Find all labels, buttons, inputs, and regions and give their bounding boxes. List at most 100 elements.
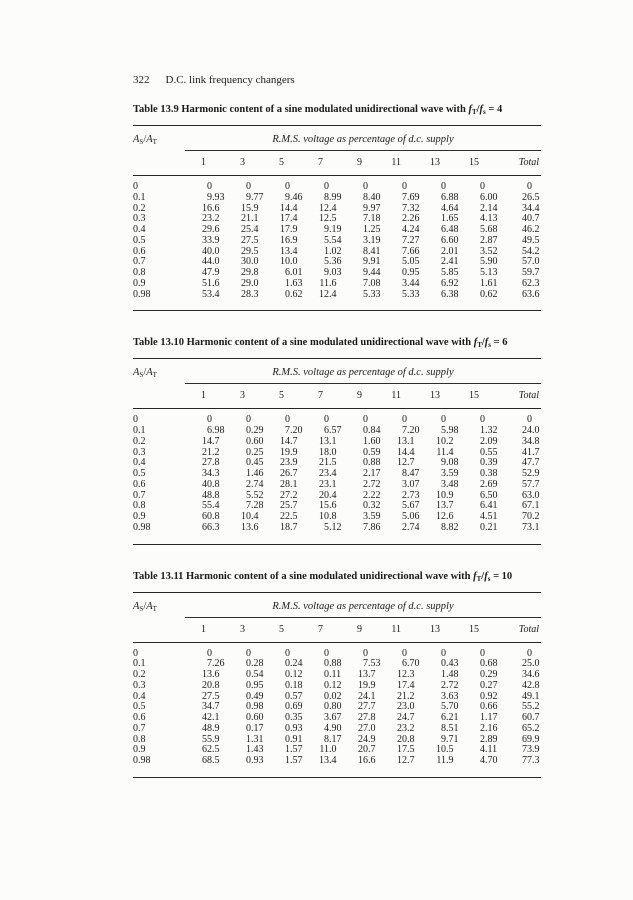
harmonic-value: 60.8 — [202, 511, 220, 522]
table-row: 0.1 7.26 0.28 0.24 0.88 7.53 6.70 0.43 0.68 25.0 — [133, 658, 541, 670]
harmonic-value: 21.1 — [241, 213, 259, 225]
span-header: R.M.S. voltage as percentage of d.c. sup… — [272, 367, 454, 379]
harmonic-column-header: 13 — [430, 157, 440, 168]
harmonic-value: 3.59 — [441, 468, 459, 479]
harmonic-value: 0 — [441, 414, 446, 426]
total-value: 34.6 — [522, 669, 540, 680]
harmonic-value: 0.55 — [480, 446, 498, 458]
harmonic-value: 29.8 — [241, 267, 259, 278]
harmonic-value: 11.9 — [436, 755, 454, 766]
harmonic-value: 40.8 — [202, 478, 220, 490]
harmonic-value: 9.19 — [324, 224, 342, 235]
harmonic-value: 0 — [480, 181, 485, 192]
total-value: 0 — [527, 181, 532, 192]
harmonic-value: 8.41 — [363, 245, 381, 257]
table-row: 0 0 0 0 0 0 0 0 0 0 — [133, 414, 541, 426]
table-row: 0 0 0 0 0 0 0 0 0 0 — [133, 181, 541, 193]
total-value: 24.0 — [522, 425, 540, 436]
harmonic-value: 27.2 — [280, 489, 298, 501]
harmonic-value: 1.46 — [246, 468, 264, 479]
stub-spacer — [133, 624, 185, 636]
harmonic-value: 2.74 — [246, 478, 264, 490]
total-value: 0 — [527, 414, 532, 426]
harmonic-value: 19.9 — [358, 679, 376, 691]
harmonic-value: 20.4 — [319, 489, 337, 501]
table-row: 0.7 48.8 5.52 27.2 20.4 2.22 2.73 10.9 6.50 63.0 — [133, 489, 541, 502]
harmonic-value: 66.3 — [202, 521, 220, 533]
harmonic-column-header: 5 — [279, 390, 284, 402]
modulation-depth-value: 0.7 — [133, 489, 146, 501]
span-header-rule — [185, 150, 541, 151]
harmonic-value: 1.57 — [285, 744, 303, 756]
harmonic-value: 2.22 — [363, 489, 381, 501]
table-row: 0.5 34.7 0.98 0.69 0.80 27.7 23.0 5.70 0.66 55.2 — [133, 701, 541, 713]
harmonic-value: 2.17 — [363, 468, 381, 479]
harmonic-value: 5.67 — [402, 500, 420, 512]
harmonic-value: 2.01 — [441, 245, 459, 257]
harmonic-column-header: 1 — [201, 390, 206, 402]
harmonic-value: 6.41 — [480, 500, 498, 512]
harmonic-table: Table 13.10 Harmonic content of a sine m… — [133, 336, 541, 545]
harmonic-value: 21.2 — [397, 690, 415, 702]
total-value: 54.2 — [522, 245, 540, 257]
harmonic-value: 6.01 — [285, 267, 303, 278]
total-value: 57.7 — [522, 478, 540, 490]
harmonic-value: 0 — [363, 647, 368, 659]
harmonic-value: 6.60 — [441, 234, 459, 246]
harmonic-value: 28.3 — [241, 288, 259, 300]
harmonic-column-header: 11 — [391, 623, 401, 635]
harmonic-value: 2.72 — [441, 679, 459, 691]
harmonic-value: 0.21 — [480, 521, 498, 533]
table-title: Table 13.11 Harmonic content of a sine m… — [133, 570, 513, 583]
harmonic-value: 27.8 — [358, 712, 376, 723]
total-value: 62.3 — [522, 277, 540, 289]
table-top-rule — [133, 358, 541, 360]
modulation-depth-value: 0.1 — [133, 191, 146, 203]
harmonic-value: 0.43 — [441, 658, 459, 670]
modulation-depth-value: 0.5 — [133, 468, 146, 479]
harmonic-value: 0.62 — [480, 288, 498, 300]
harmonic-value: 4.13 — [480, 213, 498, 225]
harmonic-value: 6.38 — [441, 288, 459, 300]
harmonic-value: 0.95 — [246, 679, 264, 691]
harmonic-value: 7.27 — [402, 234, 420, 246]
harmonic-value: 0.29 — [246, 425, 264, 436]
harmonic-value: 7.26 — [207, 658, 225, 670]
harmonic-column-header: 9 — [357, 390, 362, 402]
harmonic-value: 0 — [363, 181, 368, 192]
modulation-depth-value: 0.9 — [133, 744, 146, 756]
modulation-depth-value: 0.98 — [133, 521, 151, 533]
harmonic-value: 7.28 — [246, 500, 264, 512]
harmonic-column-header: 11 — [391, 157, 401, 168]
harmonic-value: 7.69 — [402, 191, 420, 203]
harmonic-value: 7.66 — [402, 245, 420, 257]
harmonic-value: 28.1 — [280, 478, 298, 490]
harmonic-value: 7.20 — [402, 425, 420, 436]
harmonic-value: 0 — [285, 414, 290, 426]
table-row: 0.6 40.0 29.5 13.4 1.02 8.41 7.66 2.01 3.52 54.2 — [133, 245, 541, 258]
harmonic-value: 12.7 — [397, 457, 415, 469]
harmonic-value: 2.26 — [402, 213, 420, 225]
harmonic-value: 3.63 — [441, 690, 459, 702]
harmonic-value: 1.32 — [480, 425, 498, 436]
harmonic-value: 6.21 — [441, 712, 459, 723]
harmonic-value: 14.7 — [280, 435, 298, 447]
harmonic-value: 24.9 — [358, 733, 376, 745]
harmonic-value: 4.11 — [480, 744, 498, 756]
harmonic-column-header: 3 — [240, 623, 245, 635]
modulation-depth-value: 0 — [133, 647, 138, 659]
header-divider-rule — [133, 408, 541, 410]
table-row: 0.9 62.5 1.43 1.57 11.0 20.7 17.5 10.5 4.11 73.9 — [133, 744, 541, 756]
total-value: 49.5 — [522, 234, 540, 246]
harmonic-value: 0 — [402, 181, 407, 192]
total-value: 57.0 — [522, 256, 540, 268]
harmonic-value: 0.91 — [285, 733, 303, 745]
harmonic-value: 0.11 — [324, 669, 342, 680]
harmonic-value: 16.6 — [358, 755, 376, 766]
harmonic-value: 8.51 — [441, 722, 459, 734]
harmonic-value: 5.33 — [363, 288, 381, 300]
harmonic-value: 0.68 — [480, 658, 498, 670]
total-value: 49.1 — [522, 690, 540, 702]
harmonic-value: 2.87 — [480, 234, 498, 246]
harmonic-value: 5.06 — [402, 511, 420, 522]
